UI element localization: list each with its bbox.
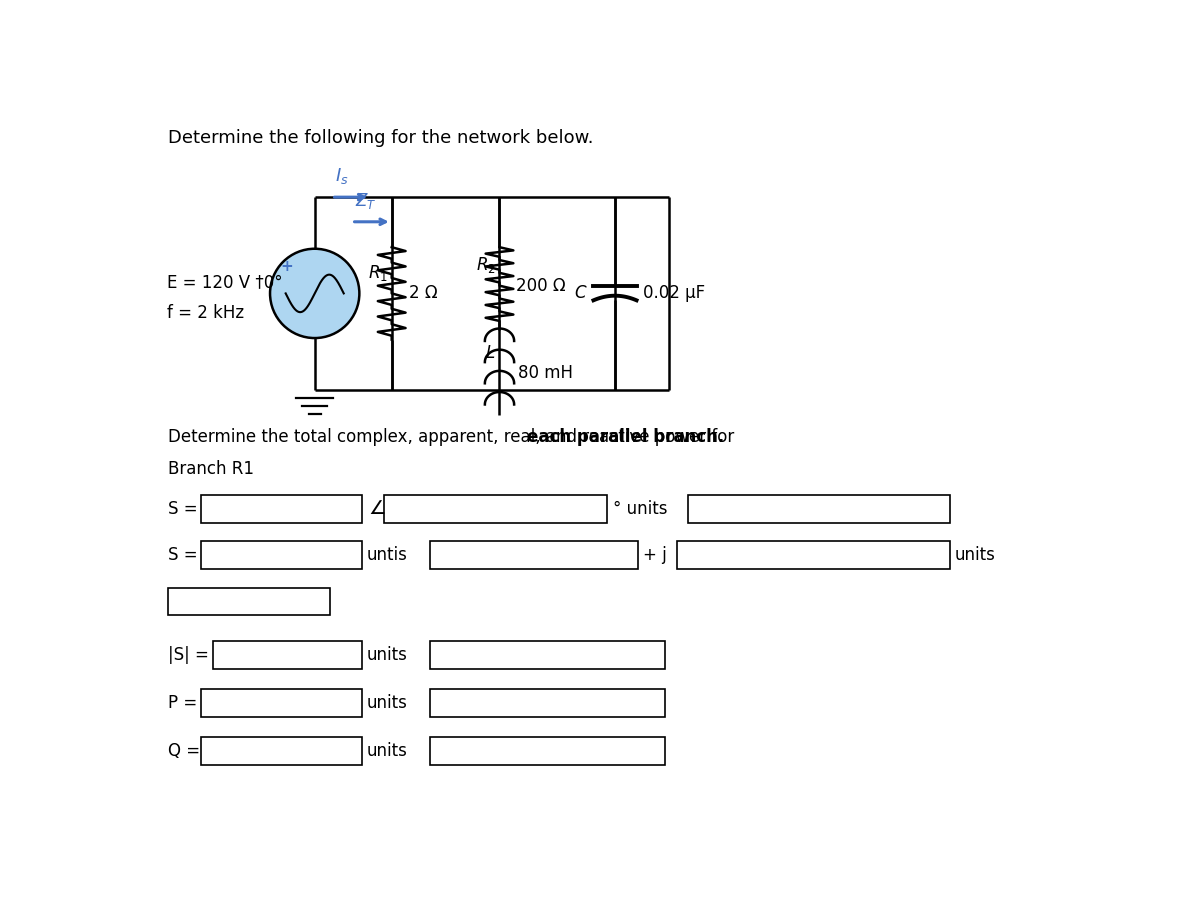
FancyBboxPatch shape bbox=[200, 495, 362, 523]
Text: 0.02 μF: 0.02 μF bbox=[643, 284, 704, 302]
Text: units: units bbox=[367, 742, 408, 760]
Text: |S| =: |S| = bbox=[168, 646, 209, 664]
Text: f = 2 kHz: f = 2 kHz bbox=[167, 304, 244, 322]
Text: Determine the total complex, apparent, real, and reactive power for: Determine the total complex, apparent, r… bbox=[168, 428, 740, 446]
Text: units: units bbox=[367, 694, 408, 712]
FancyBboxPatch shape bbox=[430, 642, 665, 669]
FancyBboxPatch shape bbox=[214, 642, 362, 669]
Text: 80 mH: 80 mH bbox=[518, 364, 572, 382]
FancyBboxPatch shape bbox=[200, 737, 362, 765]
Text: $I_s$: $I_s$ bbox=[336, 167, 349, 186]
Text: each parallel branch.: each parallel branch. bbox=[527, 428, 725, 446]
Text: E = 120 V †0°: E = 120 V †0° bbox=[167, 273, 282, 291]
FancyBboxPatch shape bbox=[677, 541, 950, 569]
Text: units: units bbox=[367, 646, 408, 664]
Text: +: + bbox=[281, 259, 293, 274]
Text: ° units: ° units bbox=[613, 500, 667, 518]
FancyBboxPatch shape bbox=[200, 541, 362, 569]
Text: Determine the following for the network below.: Determine the following for the network … bbox=[168, 129, 594, 148]
FancyBboxPatch shape bbox=[430, 541, 638, 569]
Text: $R_1$: $R_1$ bbox=[368, 262, 388, 282]
FancyBboxPatch shape bbox=[384, 495, 607, 523]
FancyBboxPatch shape bbox=[168, 587, 330, 615]
Text: P =: P = bbox=[168, 694, 198, 712]
Text: untis: untis bbox=[367, 547, 408, 564]
FancyBboxPatch shape bbox=[430, 690, 665, 717]
Text: ∠: ∠ bbox=[368, 500, 386, 519]
Text: $L$: $L$ bbox=[485, 344, 496, 362]
Text: S =: S = bbox=[168, 547, 198, 564]
FancyBboxPatch shape bbox=[430, 737, 665, 765]
Text: −: − bbox=[306, 397, 323, 416]
Text: $C$: $C$ bbox=[574, 284, 587, 302]
Text: 200 Ω: 200 Ω bbox=[516, 277, 566, 295]
Text: S =: S = bbox=[168, 500, 198, 518]
Circle shape bbox=[270, 249, 359, 338]
Text: units: units bbox=[954, 547, 996, 564]
Text: Q =: Q = bbox=[168, 742, 200, 760]
Text: $R_2$: $R_2$ bbox=[476, 255, 496, 275]
Text: Branch R1: Branch R1 bbox=[168, 461, 254, 479]
FancyBboxPatch shape bbox=[688, 495, 950, 523]
Text: $Z_T$: $Z_T$ bbox=[355, 191, 377, 211]
Text: 2 Ω: 2 Ω bbox=[409, 284, 437, 302]
Text: + j: + j bbox=[643, 547, 666, 564]
FancyBboxPatch shape bbox=[200, 690, 362, 717]
